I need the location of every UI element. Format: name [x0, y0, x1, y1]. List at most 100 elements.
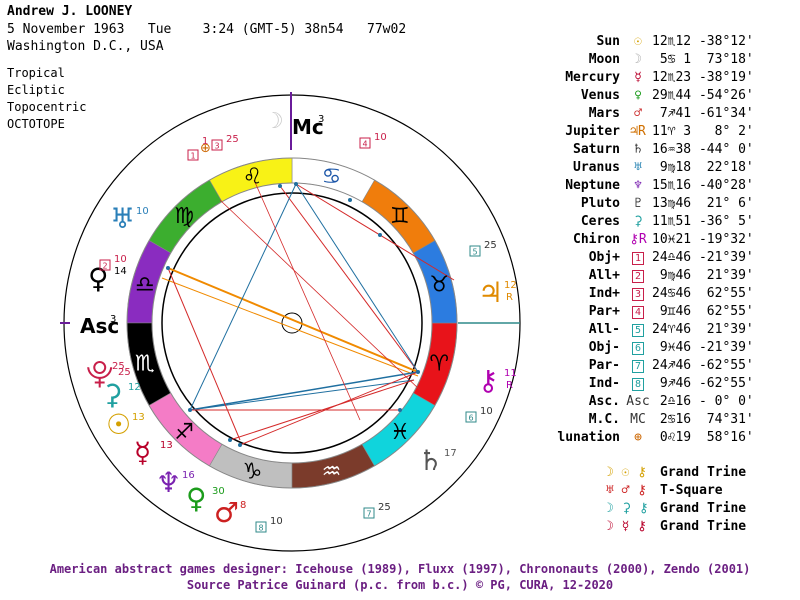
planet-position: 9♓46 -21°39': [652, 340, 754, 355]
planet-row: Moon ☽ 5♋ 1 73°18': [540, 51, 770, 69]
zodiac-glyph-icon: ♌: [243, 165, 263, 190]
aspect-glyphs-icon: ☽ ⚳ ⚷: [606, 501, 649, 516]
planet-row: Par+ 4 9♊46 62°55': [540, 303, 770, 321]
asc-degree: 3: [110, 314, 116, 325]
planet-wheel-icon: ⯓: [86, 357, 113, 390]
planet-position: 11♏51 -36° 5': [652, 214, 754, 229]
planet-glyph-icon: ⊕: [634, 430, 642, 445]
planet-row: Ind+ 3 24♋46 62°55': [540, 285, 770, 303]
planet-name: lunation: [557, 430, 620, 445]
planet-glyph-icon: ♅: [634, 160, 642, 175]
point-box-degree: 25: [484, 240, 497, 251]
zodiac-glyph-icon: ♈: [429, 351, 449, 376]
point-box-icon: [255, 521, 267, 533]
planet-wheel-degree: 12: [128, 382, 141, 393]
footer-source: Source Patrice Guinard (p.c. from b.c.) …: [186, 578, 614, 592]
zodiac-glyph-icon: ♏: [135, 351, 155, 376]
planet-glyph-icon: ♄: [634, 142, 642, 157]
zodiac-glyph-icon: ♑: [243, 459, 263, 484]
aspect-line: [219, 199, 421, 391]
planet-marker: [228, 438, 232, 442]
planet-row: Par- 7 24♐46 -62°55': [540, 357, 770, 375]
retrograde-marker: R: [506, 292, 513, 303]
planet-name: Ind+: [588, 286, 620, 301]
planet-name: Mars: [588, 106, 620, 121]
planet-glyph-icon: 8: [624, 375, 652, 393]
planet-glyph-icon: MC: [630, 412, 646, 427]
point-box-number: 2: [103, 262, 108, 271]
planet-wheel-degree: 8: [240, 500, 246, 511]
planet-name: Sun: [596, 34, 620, 49]
planet-name: Chiron: [573, 232, 620, 247]
zodiac-glyph-icon: ♍: [174, 204, 194, 229]
planet-position: 29♏44 -54°26': [652, 88, 754, 103]
planet-glyph-icon: ⚷R: [629, 232, 647, 247]
point-box-degree: 10: [270, 516, 283, 527]
planet-wheel-degree: 13: [132, 412, 145, 423]
planet-glyph-icon: 5: [624, 321, 652, 339]
planet-name: Neptune: [565, 178, 620, 193]
planet-wheel-icon: ☿: [134, 436, 151, 469]
planet-marker: [294, 182, 298, 186]
point-box-icon: [211, 139, 223, 151]
planet-glyph-icon: 1: [624, 249, 652, 267]
planet-marker: [238, 443, 242, 447]
planet-name: Saturn: [573, 142, 620, 157]
point-box-number: 8: [259, 524, 264, 533]
planet-positions-table: Sun ☉ 12♏12 -38°12' Moon ☽ 5♋ 1 73°18' Mercur…: [540, 33, 770, 447]
planet-wheel-degree: 10: [136, 206, 149, 217]
planet-glyph-icon: ♃R: [630, 124, 646, 139]
aspect-label: Grand Trine: [660, 519, 747, 534]
planet-marker: [166, 266, 170, 270]
planet-wheel-icon: ☉: [106, 408, 131, 441]
planet-glyph-icon: 4: [624, 303, 652, 321]
point-box-degree: 10: [374, 132, 387, 143]
aspect-line: [167, 267, 419, 373]
planet-wheel-degree: 11: [504, 368, 517, 379]
birth-datetime: 5 November 1963 Tue 3:24 (GMT-5) 38n54 7…: [7, 22, 407, 37]
native-name: Andrew J. LOONEY: [7, 4, 133, 19]
planet-wheel-icon: ♆: [156, 466, 181, 499]
planet-position: 12♏23 -38°19': [652, 70, 754, 85]
planet-row: All+ 2 9♍46 21°39': [540, 267, 770, 285]
aspect-patterns: ☽ ☉ ⚷ Grand Trine ♅ ♂ ⚷ T-Square ☽ ⚳ ⚷ Grand …: [606, 464, 746, 536]
planet-position: 24♋46 62°55': [652, 286, 754, 301]
planet-row: Chiron ⚷R 10♓21 -19°32': [540, 231, 770, 249]
planet-position: 2♋16 74°31': [652, 412, 754, 427]
planet-name: Par-: [588, 358, 620, 373]
planet-wheel-degree: 30: [212, 486, 225, 497]
house-system: OCTOTOPE: [7, 117, 65, 131]
planet-row: M.C. MC 2♋16 74°31': [540, 411, 770, 429]
point-box-number: 3: [215, 142, 220, 151]
planet-wheel-degree: 16: [182, 470, 195, 481]
planet-wheel-icon: ♀: [186, 482, 207, 515]
aspect-line: [161, 277, 419, 377]
planet-glyph-icon: 6: [624, 339, 652, 357]
lunation-icon: ⊕: [200, 141, 211, 156]
planet-position: 9♍46 21°39': [652, 268, 754, 283]
planet-glyph-icon: 2: [624, 267, 652, 285]
aspect-label: T-Square: [660, 483, 723, 498]
zodiac-glyph-icon: ♎: [135, 273, 155, 298]
planet-wheel-icon: ♄: [418, 444, 443, 477]
aspect-label: Grand Trine: [660, 501, 747, 516]
planet-row: Sun ☉ 12♏12 -38°12': [540, 33, 770, 51]
point-box-icon: [187, 149, 199, 161]
point-box-number: 7: [367, 510, 372, 519]
planet-position: 24♐46 -62°55': [652, 358, 754, 373]
planet-marker: [398, 408, 402, 412]
planet-wheel-degree: 13: [160, 440, 173, 451]
point-box-icon: [359, 137, 371, 149]
planet-glyph-icon: ♀: [634, 88, 642, 103]
planet-name: All+: [588, 268, 620, 283]
planet-position: 11♈ 3 8° 2': [652, 124, 754, 139]
planet-row: lunation ⊕ 0♌19 58°16': [540, 429, 770, 447]
planet-name: Obj-: [588, 340, 620, 355]
mc-degree: 3: [318, 114, 324, 125]
center-type: Topocentric: [7, 100, 87, 114]
planet-glyph-icon: ♂: [634, 106, 642, 121]
planet-position: 7♐41 -61°34': [652, 106, 754, 121]
planet-wheel-degree: 25: [112, 361, 125, 372]
aspect-glyphs-icon: ♅ ♂ ⚷: [606, 483, 647, 498]
planet-name: Par+: [588, 304, 620, 319]
